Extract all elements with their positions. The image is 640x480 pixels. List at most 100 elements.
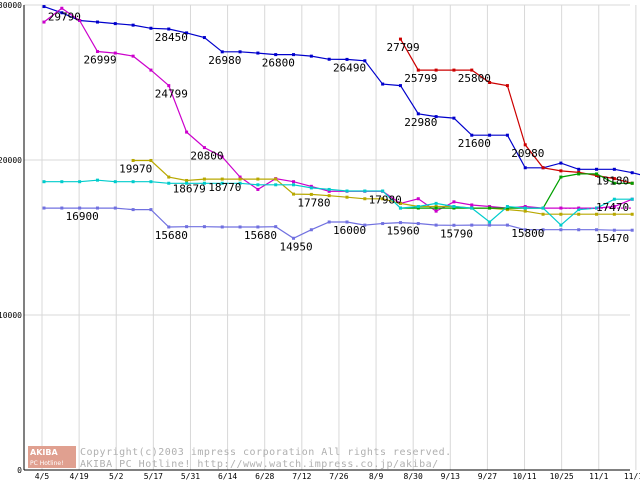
- data-label: 24799: [155, 88, 188, 101]
- data-point: [398, 201, 402, 205]
- x-tick-label: 11/15: [624, 472, 640, 480]
- data-point: [149, 26, 153, 30]
- data-point: [42, 180, 46, 184]
- data-point: [559, 206, 563, 210]
- x-tick-label: 9/13: [441, 472, 460, 480]
- data-label: 25800: [458, 72, 491, 85]
- data-label: 20800: [190, 150, 223, 163]
- data-point: [345, 57, 349, 61]
- series-line-2: [399, 38, 633, 184]
- x-tick-label: 10/11: [512, 472, 536, 480]
- data-point: [220, 50, 224, 54]
- data-point: [612, 197, 616, 201]
- data-point: [327, 220, 331, 224]
- x-tick-label: 5/31: [181, 472, 200, 480]
- data-label: 26490: [333, 61, 366, 74]
- data-point: [345, 195, 349, 199]
- data-point: [630, 171, 634, 175]
- data-point: [612, 167, 616, 171]
- data-label: 15680: [155, 229, 188, 242]
- data-label: 17470: [596, 201, 629, 214]
- data-point: [452, 68, 456, 72]
- x-tick-label: 8/30: [404, 472, 423, 480]
- data-point: [113, 180, 117, 184]
- data-point: [577, 172, 581, 176]
- data-point: [345, 189, 349, 193]
- series-line-1: [43, 7, 633, 212]
- data-point: [274, 177, 278, 181]
- data-point: [60, 180, 64, 184]
- data-point: [559, 175, 563, 179]
- data-point: [202, 225, 206, 229]
- x-tick-label: 7/12: [292, 472, 311, 480]
- data-label: 28450: [155, 31, 188, 44]
- data-point: [416, 112, 420, 116]
- data-point: [131, 23, 135, 27]
- data-point: [42, 206, 46, 210]
- data-point: [220, 177, 224, 181]
- data-point: [612, 212, 616, 216]
- data-point: [559, 223, 563, 227]
- data-point: [202, 146, 206, 150]
- data-point: [167, 175, 171, 179]
- data-point: [78, 180, 82, 184]
- data-label: 15960: [386, 225, 419, 238]
- data-point: [630, 181, 634, 185]
- data-point: [238, 181, 242, 185]
- data-point: [381, 189, 385, 193]
- data-point: [309, 228, 313, 232]
- data-point: [131, 180, 135, 184]
- data-label: 15470: [596, 232, 629, 245]
- data-point: [309, 192, 313, 196]
- x-tick-label: 8/9: [369, 472, 384, 480]
- data-point: [185, 225, 189, 229]
- data-point: [523, 206, 527, 210]
- data-point: [434, 205, 438, 208]
- data-point: [612, 205, 616, 208]
- data-label: 18770: [208, 181, 241, 194]
- data-point: [185, 178, 189, 182]
- data-point: [505, 208, 509, 212]
- data-point: [630, 228, 634, 232]
- data-point: [488, 223, 492, 227]
- data-point: [113, 22, 117, 26]
- data-label: 26999: [83, 54, 116, 67]
- data-point: [470, 203, 474, 207]
- x-tick-label: 6/28: [255, 472, 274, 480]
- data-point: [202, 36, 206, 40]
- data-point: [434, 115, 438, 119]
- data-point: [363, 223, 367, 227]
- axes: [23, 5, 630, 471]
- x-tick-label: 6/14: [218, 472, 237, 480]
- x-tick-label: 10/25: [550, 472, 574, 480]
- data-point: [434, 206, 438, 210]
- y-tick-labels: 0 10000 20000 30000: [0, 1, 22, 475]
- data-label: 19970: [119, 162, 152, 175]
- data-point: [470, 68, 474, 72]
- data-label: 26800: [262, 57, 295, 70]
- data-point: [488, 205, 492, 208]
- data-point: [256, 51, 260, 55]
- data-point: [488, 133, 492, 137]
- data-point: [577, 208, 581, 212]
- data-point: [185, 181, 189, 185]
- y-tick-label: 0: [17, 466, 22, 475]
- data-point: [452, 116, 456, 120]
- data-point: [434, 201, 438, 205]
- data-point: [381, 82, 385, 86]
- data-point: [434, 68, 438, 72]
- data-point: [505, 133, 509, 137]
- x-tick-label: 5/17: [144, 472, 163, 480]
- data-label: 15800: [511, 227, 544, 240]
- data-point: [452, 206, 456, 210]
- data-point: [327, 189, 331, 193]
- data-point: [256, 177, 260, 181]
- data-point: [327, 187, 331, 191]
- data-point: [95, 178, 99, 182]
- data-point: [434, 223, 438, 227]
- data-point: [595, 206, 599, 210]
- data-point: [220, 225, 224, 229]
- data-point: [523, 228, 527, 232]
- data-point: [470, 133, 474, 137]
